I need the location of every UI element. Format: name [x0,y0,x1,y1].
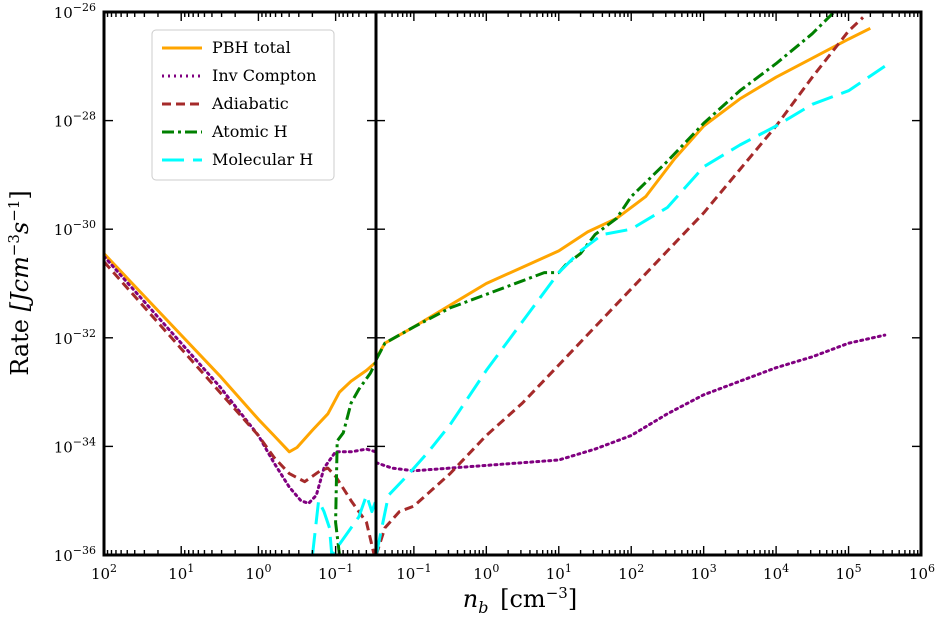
x-tick-label: 10−1 [396,562,431,583]
x-tick-label: 106 [909,562,935,583]
right-panel-frame [374,10,923,557]
x-tick-label: 101 [546,562,572,583]
y-tick-label: 10−34 [54,435,96,456]
x-tick-label: 105 [836,562,862,583]
series-molecular-h-right [376,65,886,555]
legend-label-adiabatic: Adiabatic [211,94,289,113]
x-tick-label: 104 [763,562,789,583]
y-tick-label: 10−36 [54,544,96,565]
y-tick-label: 10−32 [54,327,96,348]
x-tick-label: 10−1 [318,562,353,583]
series-atomic-h-left [334,361,376,555]
series-adiabatic-right [376,16,865,555]
y-axis-title: Rate [Jcm−3s−1] [5,190,34,376]
y-tick-label: 10−26 [54,1,96,22]
y-tick-label: 10−28 [54,110,96,131]
series-adiabatic-left [104,260,376,555]
x-tick-label: 102 [91,562,117,583]
x-tick-label: 101 [168,562,194,583]
series-atomic-h-right [376,12,836,361]
x-axis-title: nb [cm−3] [463,584,577,617]
y-tick-label: 10−30 [54,218,96,239]
legend-label-inv-compton: Inv Compton [212,66,316,85]
legend-label-molecular-h: Molecular H [212,150,313,169]
x-tick-label: 100 [245,562,271,583]
x-tick-label: 100 [473,562,499,583]
series-inv-compton-left [104,254,376,505]
series-molecular-h-left [311,493,376,555]
x-tick-label: 103 [691,562,717,583]
series-inv-compton-right [376,333,887,473]
legend-label-pbh-total: PBH total [212,38,291,57]
legend-box [151,29,335,181]
legend-label-atomic-h: Atomic H [211,122,288,141]
x-tick-label: 102 [618,562,644,583]
series-pbh-total-left [104,252,376,454]
